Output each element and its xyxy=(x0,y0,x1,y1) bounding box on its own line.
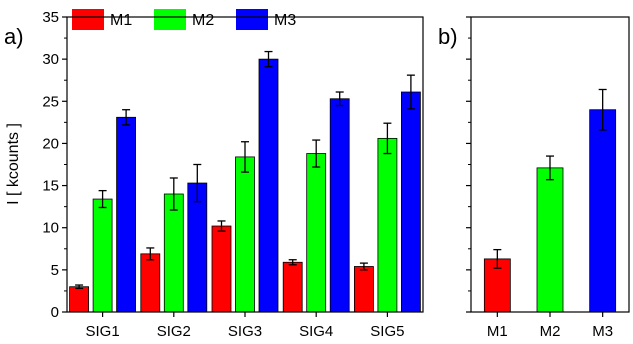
bar-sig3-m3 xyxy=(258,58,279,313)
bar-sig2-m1 xyxy=(140,253,161,313)
bar-sig4-m3 xyxy=(329,98,350,313)
panel-a-bars xyxy=(69,58,421,313)
panel-a-error-bars xyxy=(75,50,415,290)
panel-a: a) I [ kcounts ] 0 5 10 15 20 25 30 35 SIG1 SIG2… xyxy=(4,9,424,340)
bar-sig5-m3 xyxy=(400,91,421,313)
x-tick-label-sig5: SIG5 xyxy=(370,323,404,340)
bar-sig1-m2 xyxy=(92,198,113,313)
panel-a-y-ticks: 0 5 10 15 20 25 30 35 xyxy=(42,9,67,321)
y-tick-label-35: 35 xyxy=(42,9,59,26)
panel-b-x-ticks: M1 M2 M3 xyxy=(487,312,613,340)
y-tick-label-15: 15 xyxy=(42,178,59,195)
bar-sig1-m3 xyxy=(116,116,136,313)
bar-sig3-m2 xyxy=(235,156,255,313)
panel-a-plot-frame xyxy=(66,16,424,313)
legend-label-m2: M2 xyxy=(192,12,214,29)
panel-b-y-ticks xyxy=(466,16,471,313)
panel-b-bar-m2 xyxy=(536,167,564,313)
panel-a-x-ticks: SIG1 SIG2 SIG3 SIG4 SIG5 xyxy=(86,312,404,340)
y-tick-label-0: 0 xyxy=(51,304,59,321)
panel-b-bar-m3 xyxy=(589,109,617,313)
bar-sig3-m1 xyxy=(211,225,232,313)
legend-swatch-m1 xyxy=(72,9,104,30)
x-tick-label-sig3: SIG3 xyxy=(228,323,262,340)
x-tick-label-sig1: SIG1 xyxy=(86,323,120,340)
panel-b-bar-m1 xyxy=(483,258,511,313)
panel-b-x-tick-label-m1: M1 xyxy=(487,323,508,340)
bar-sig1-m1 xyxy=(69,286,89,313)
panel-b-label: b) xyxy=(438,24,458,49)
bar-sig4-m1 xyxy=(282,261,303,313)
panel-a-legend: M1 M2 M3 xyxy=(72,9,296,30)
bar-sig5-m2 xyxy=(377,137,398,313)
bar-sig2-m2 xyxy=(163,193,184,313)
panel-b: b) M1 M2 M3 xyxy=(438,16,630,340)
y-tick-label-25: 25 xyxy=(42,93,59,110)
bar-sig4-m2 xyxy=(306,153,327,313)
panel-a-y-axis-title: I [ kcounts ] xyxy=(5,123,22,205)
panel-b-bars xyxy=(483,109,617,313)
bar-sig2-m3 xyxy=(187,182,208,313)
panel-b-error-bars xyxy=(493,88,607,269)
legend-label-m1: M1 xyxy=(110,12,132,29)
x-tick-label-sig2: SIG2 xyxy=(157,323,191,340)
y-tick-label-10: 10 xyxy=(42,220,59,237)
y-tick-label-20: 20 xyxy=(42,135,59,152)
panel-b-plot-frame xyxy=(470,16,630,313)
x-tick-label-sig4: SIG4 xyxy=(299,323,333,340)
panel-b-x-tick-label-m3: M3 xyxy=(592,323,613,340)
y-tick-label-5: 5 xyxy=(51,262,59,279)
panel-a-label: a) xyxy=(4,24,24,49)
legend-swatch-m3 xyxy=(236,9,268,30)
y-tick-label-30: 30 xyxy=(42,51,59,68)
bar-sig5-m1 xyxy=(353,266,374,313)
legend-label-m3: M3 xyxy=(274,12,296,29)
legend-swatch-m2 xyxy=(154,9,186,30)
panel-b-x-tick-label-m2: M2 xyxy=(540,323,561,340)
